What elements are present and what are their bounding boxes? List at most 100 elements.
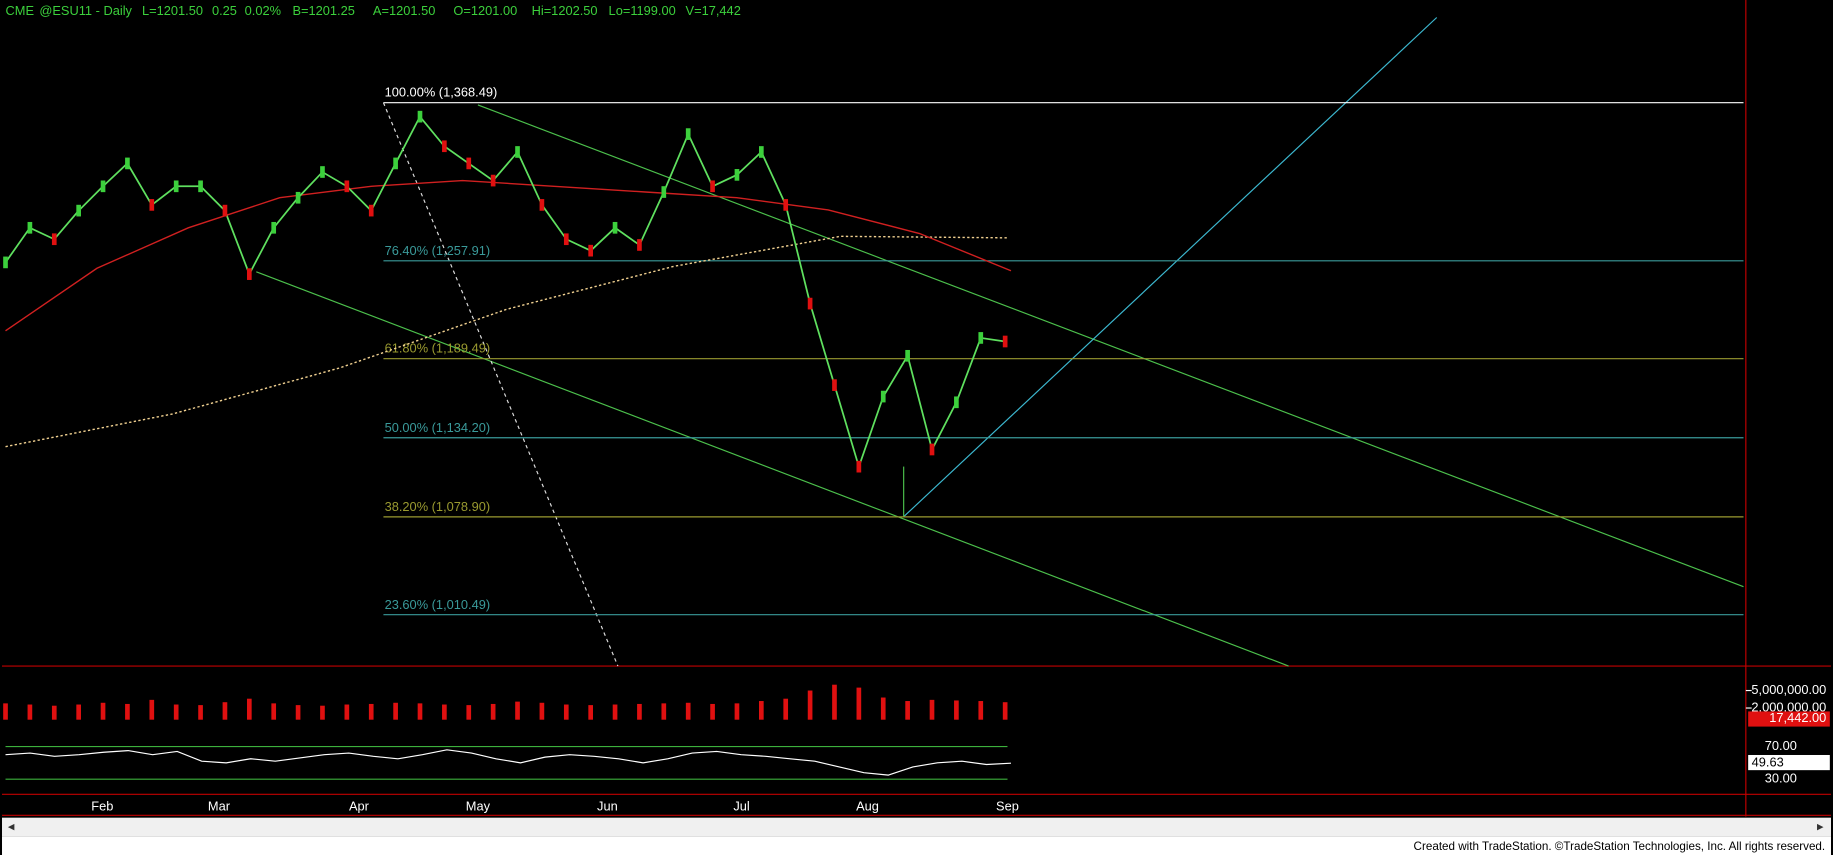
price-bar [539,199,545,211]
volume-bar [588,705,593,720]
header-item: O=1201.00 [453,3,517,18]
volume-bar [173,704,179,720]
price-bar [710,180,715,193]
month-label: Feb [91,799,113,814]
price-bar [734,169,740,181]
oscillator-line [5,749,1012,776]
volume-tick-label: 2,000,000.00 [1751,699,1826,714]
price-bar [222,204,228,217]
volume-bar [685,702,691,720]
price-bar [27,221,33,234]
header-item: @ESU11 - Daily [39,3,132,18]
ma-50 [5,179,1012,332]
month-label: Sep [996,799,1019,814]
volume-bar [783,698,789,720]
header-item: 0.02% [245,3,281,18]
volume-bar [612,704,618,720]
volume-bar [515,701,520,720]
header-item: Lo=1199.00 [609,3,676,18]
price-bar [978,332,984,344]
price-bar [612,221,618,234]
month-label: Jun [597,799,618,814]
volume-bar [442,704,447,720]
price-bar [954,396,959,409]
osc-last-label: 49.63 [1752,755,1784,770]
volume-bar [905,701,910,720]
fib-label: 50.00% (1,134.20) [385,420,491,435]
price-bar [685,128,691,140]
volume-bar [734,703,740,720]
volume-bar [246,698,252,720]
price-bar [198,180,203,193]
volume-bar [125,703,130,720]
month-label: Apr [349,799,370,814]
price-bar [783,199,789,211]
header-item: 0.25 [212,3,237,18]
volume-bar [466,705,472,720]
price-bar [320,166,325,178]
ma-200 [5,235,1008,448]
volume-bar [320,705,325,720]
price-bar [515,146,520,158]
volume-bar [954,700,959,720]
volume-bar [271,703,277,720]
price-bar [368,204,374,217]
volume-tick-label: 5,000,000.00 [1751,682,1826,697]
price-bar [929,443,935,456]
header-item: B=1201.25 [292,3,354,18]
volume-bar [1002,702,1008,720]
fib-label: 76.40% (1,257.91) [385,243,491,258]
trendline [903,17,1438,518]
volume-bar [929,699,935,720]
volume-bar [490,703,496,720]
price-bar [3,256,8,269]
scroll-left[interactable]: ◂ [8,818,15,833]
fib-label: 61.80% (1,189.49) [385,341,491,356]
price-line [4,115,1006,470]
volume-bar [880,697,886,720]
volume-bar [759,701,764,720]
header-item: Hi=1202.50 [532,3,598,18]
price-bar [173,180,179,193]
header-item: A=1201.50 [373,3,435,18]
price-bar [759,146,764,158]
price-bar [856,460,862,473]
scrollbar[interactable] [2,817,1831,837]
volume-bar [832,684,837,720]
price-bar [246,268,252,280]
price-bar [807,297,813,310]
osc-tick-label: 30.00 [1765,771,1797,786]
price-bar [832,379,837,391]
volume-bar [661,703,667,720]
price-bar [637,239,642,251]
month-label: Jul [733,799,749,814]
price-bar [393,157,398,170]
volume-bar [76,704,81,720]
price-bar [490,174,496,187]
price-bar [661,186,667,198]
price-bar [125,157,130,170]
volume-bar [978,701,984,720]
fib-label: 38.20% (1,078.90) [385,499,491,514]
volume-bar [417,703,423,720]
price-bar [588,244,593,257]
price-bar [563,233,569,246]
price-bar [344,180,350,193]
volume-bar [563,704,569,720]
footer: Created with TradeStation. ©TradeStation… [1414,840,1826,853]
price-bar [100,180,106,193]
volume-bar [637,703,642,720]
header-item: V=17,442 [686,3,741,18]
price-bar [1002,335,1008,348]
trendline [477,104,1744,588]
last-volume-label: 17,442.00 [1769,710,1826,725]
volume-bar [368,703,374,720]
price-bar [442,140,447,153]
month-label: Aug [856,799,879,814]
month-label: Mar [208,799,231,814]
price-bar [295,191,301,204]
month-label: May [466,799,491,814]
scroll-right[interactable]: ▸ [1817,818,1824,833]
